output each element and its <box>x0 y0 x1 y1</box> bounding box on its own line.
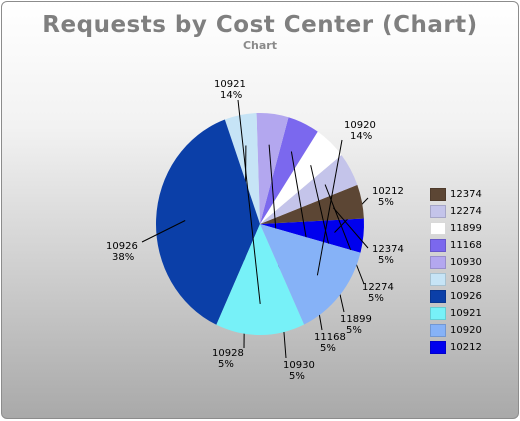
legend-label: 10212 <box>450 342 482 353</box>
legend-label: 10928 <box>450 274 482 285</box>
leader-line-10926 <box>141 220 186 243</box>
legend-item-10926: 10926 <box>430 288 482 305</box>
legend-item-11899: 11899 <box>430 220 482 237</box>
legend-swatch <box>430 307 446 320</box>
legend-swatch <box>430 341 446 354</box>
slice-label-12374: 12374 <box>372 244 404 255</box>
legend-swatch <box>430 324 446 337</box>
pie-slice-10928 <box>224 113 260 224</box>
legend-label: 11899 <box>450 223 482 234</box>
legend-item-12274: 12274 <box>430 203 482 220</box>
legend-label: 10926 <box>450 291 482 302</box>
slice-percent-10930: 5% <box>289 371 305 382</box>
pie-slice-12274 <box>260 154 358 224</box>
slice-percent-11899: 5% <box>346 325 362 336</box>
slice-label-10930: 10930 <box>283 360 315 371</box>
legend-swatch <box>430 239 446 252</box>
legend-label: 10930 <box>450 257 482 268</box>
legend-item-10930: 10930 <box>430 254 482 271</box>
pie-slice-11899 <box>260 131 342 224</box>
legend-swatch <box>430 188 446 201</box>
slice-percent-10926: 38% <box>112 252 134 263</box>
legend-item-10212: 10212 <box>430 339 482 356</box>
pie-slice-10921 <box>216 224 305 336</box>
legend-label: 12374 <box>450 189 482 200</box>
chart-subtitle: Chart <box>242 39 277 52</box>
legend-swatch <box>430 205 446 218</box>
legend-label: 12274 <box>450 206 482 217</box>
slice-percent-10928: 5% <box>218 359 234 370</box>
legend-swatch <box>430 222 446 235</box>
pie-slice-12374 <box>260 184 364 224</box>
legend-item-10920: 10920 <box>430 322 482 339</box>
pie-slice-10926 <box>155 119 260 325</box>
pie-slice-10212 <box>260 218 364 253</box>
leader-line-12374 <box>332 207 369 249</box>
pie-slice-10930 <box>256 112 289 224</box>
slice-label-10928: 10928 <box>212 348 244 359</box>
leader-line-10921 <box>237 99 261 304</box>
legend-item-10921: 10921 <box>430 305 482 322</box>
legend-swatch <box>430 290 446 303</box>
slice-percent-12274: 5% <box>368 293 384 304</box>
legend-item-12374: 12374 <box>430 186 482 203</box>
legend-swatch <box>430 273 446 286</box>
leader-line-10920 <box>316 139 343 276</box>
slice-percent-10921: 14% <box>220 90 242 101</box>
chart-legend: 12374 12274 11899 11168 10930 10928 10926 10921… <box>430 186 482 356</box>
chart-title: Requests by Cost Center (Chart) <box>42 12 478 38</box>
slice-label-10926: 10926 <box>106 241 138 252</box>
pie-slice-10920 <box>260 224 361 325</box>
legend-label: 11168 <box>450 240 482 251</box>
slice-label-10212: 10212 <box>372 186 404 197</box>
slice-percent-10212: 5% <box>378 197 394 208</box>
slice-percent-11168: 5% <box>320 343 336 354</box>
slice-label-11899: 11899 <box>340 314 372 325</box>
leader-line-12274 <box>324 184 365 285</box>
slice-label-12274: 12274 <box>362 282 394 293</box>
slice-percent-12374: 5% <box>378 255 394 266</box>
slice-percent-10920: 14% <box>350 131 372 142</box>
legend-label: 10920 <box>450 325 482 336</box>
legend-swatch <box>430 256 446 269</box>
slice-label-10920: 10920 <box>344 120 376 131</box>
legend-item-10928: 10928 <box>430 271 482 288</box>
slice-label-10921: 10921 <box>214 79 246 90</box>
pie-slice-11168 <box>260 117 318 224</box>
legend-item-11168: 11168 <box>430 237 482 254</box>
slice-label-11168: 11168 <box>314 332 346 343</box>
legend-label: 10921 <box>450 308 482 319</box>
